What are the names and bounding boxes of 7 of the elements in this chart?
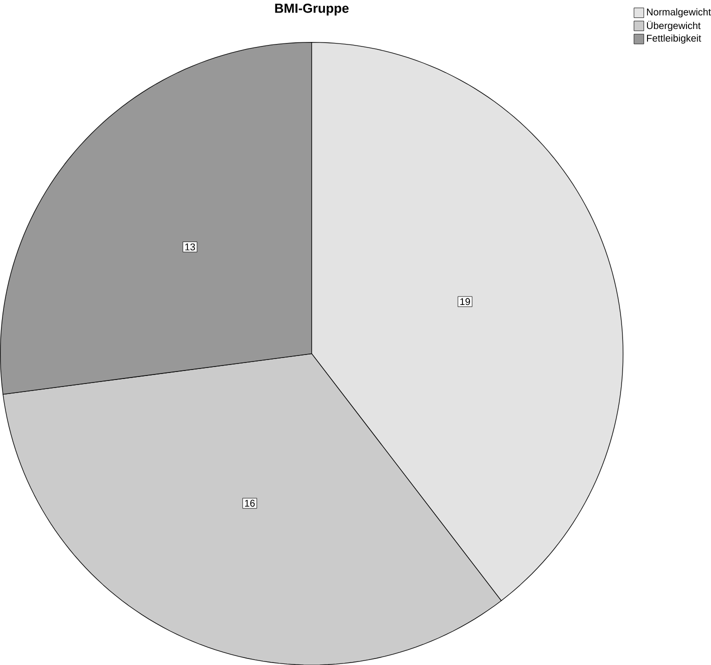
data-label: 19 — [460, 298, 470, 305]
legend-label: Fettleibigkeit — [647, 34, 702, 44]
data-label: 13 — [185, 243, 195, 250]
data-label: 16 — [245, 500, 255, 507]
chart-title: BMI-Gruppe — [275, 3, 349, 16]
legend-label: Normalgewicht — [647, 8, 711, 18]
legend-label: Übergewicht — [646, 20, 701, 31]
